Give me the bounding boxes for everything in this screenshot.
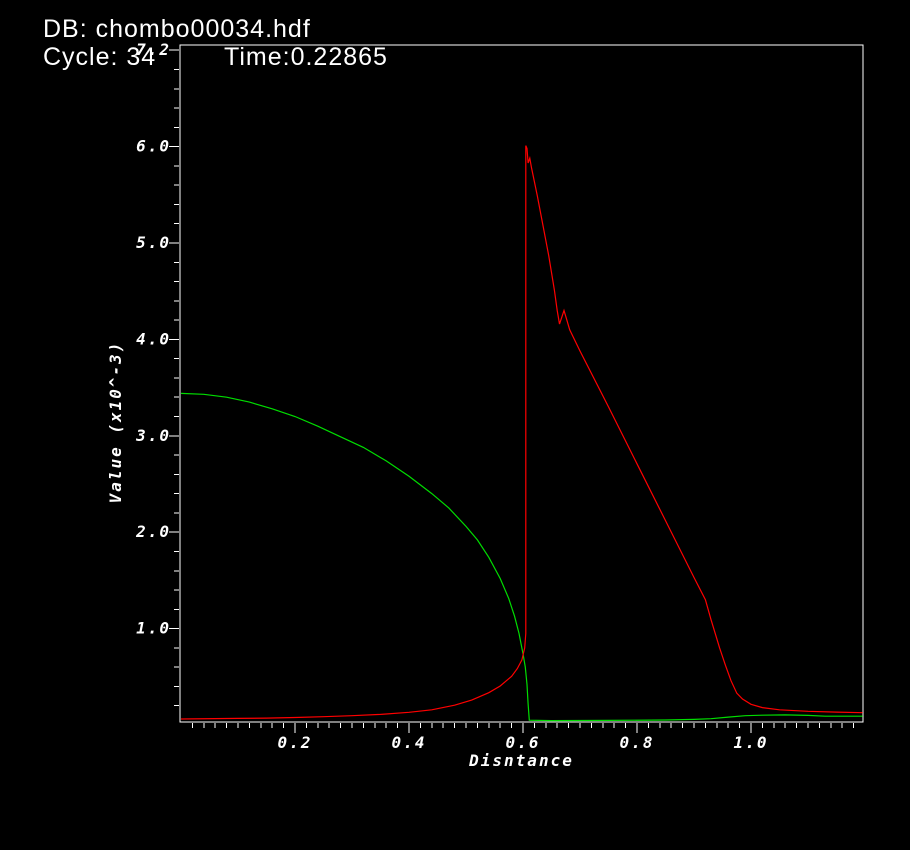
curve-red-curve	[180, 145, 863, 720]
x-tick-label: 0.2	[278, 733, 313, 752]
plot-border	[179, 44, 864, 723]
y-tick-label: 7.2	[136, 40, 171, 59]
x-tick-label: 0.4	[392, 733, 427, 752]
y-tick-label: 1.0	[136, 619, 171, 638]
time-label: Time:0.22865	[224, 43, 388, 71]
database-label: DB: chombo00034.hdf	[43, 15, 311, 43]
y-tick-label: 3.0	[135, 426, 171, 445]
y-tick-label: 4.0	[136, 329, 171, 348]
x-tick-label: 0.6	[506, 733, 541, 752]
curve-green-curve	[180, 392, 863, 722]
cycle-label: Cycle: 34	[43, 43, 157, 71]
x-tick-label: 1.0	[734, 733, 769, 752]
y-tick-label: 5.0	[136, 233, 171, 252]
y-axis-title: Value (x10^-3)	[106, 341, 125, 504]
x-axis-title: Disntance	[468, 751, 574, 770]
y-tick-label: 2.0	[135, 522, 171, 541]
x-tick-label: 0.8	[620, 733, 655, 752]
y-tick-label: 6.0	[136, 137, 171, 156]
